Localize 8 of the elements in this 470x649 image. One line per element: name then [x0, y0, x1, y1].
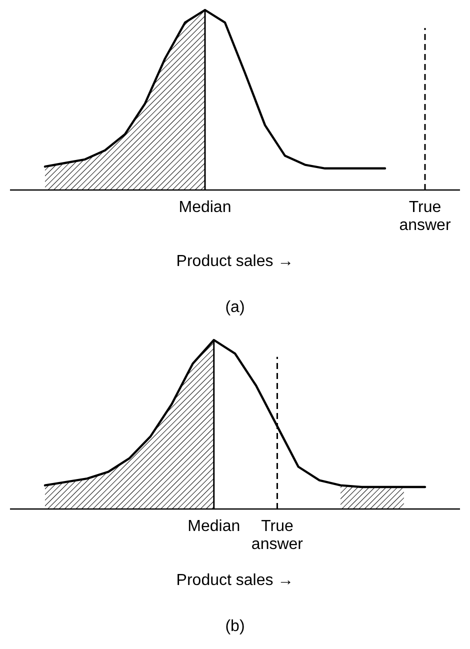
text: (a) [225, 299, 245, 316]
x-axis-title: Product sales → [176, 572, 294, 589]
text: (b) [225, 618, 245, 635]
x-axis-title: Product sales → [176, 253, 294, 270]
x-tick-label: True answer [399, 199, 452, 234]
x-tick-label: Median [178, 199, 232, 216]
x-tick-label: True answer [251, 518, 304, 553]
x-tick-label: Median [188, 518, 240, 535]
